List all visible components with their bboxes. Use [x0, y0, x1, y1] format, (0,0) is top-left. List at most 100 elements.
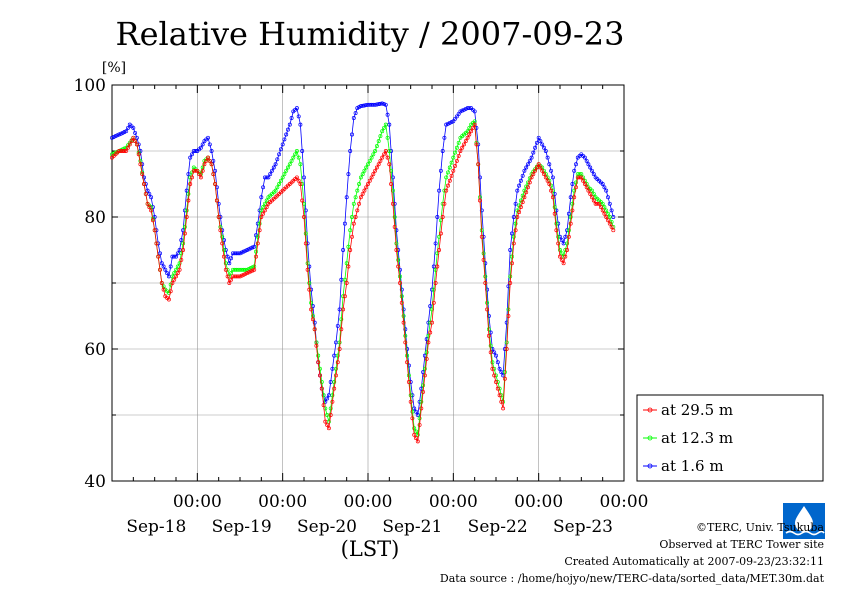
terc-logo — [783, 503, 825, 539]
data-point — [602, 211, 607, 216]
data-point — [182, 224, 187, 229]
legend-swatch-marker — [647, 463, 653, 469]
data-point — [358, 195, 363, 200]
data-point — [181, 241, 186, 246]
x-tick-date-label: Sep-23 — [553, 517, 613, 537]
data-point — [561, 261, 566, 266]
data-point — [145, 201, 150, 206]
data-point — [373, 149, 378, 153]
data-point — [581, 178, 586, 183]
data-point — [325, 396, 330, 401]
data-point — [170, 254, 175, 259]
data-point — [586, 188, 591, 193]
water-drop-icon — [795, 506, 813, 532]
data-point — [339, 277, 344, 282]
data-point — [547, 162, 552, 167]
data-point — [540, 168, 545, 173]
data-point — [225, 274, 230, 279]
data-point — [497, 366, 502, 371]
data-point — [408, 393, 413, 398]
data-point — [408, 399, 413, 404]
data-point — [186, 191, 191, 196]
data-point — [238, 251, 242, 256]
data-point — [261, 185, 266, 190]
data-point — [332, 380, 337, 384]
data-point — [510, 261, 514, 266]
data-point — [398, 274, 402, 279]
data-point — [374, 165, 379, 170]
data-point — [513, 201, 518, 206]
data-point — [510, 231, 514, 236]
data-point — [168, 289, 173, 294]
data-point — [369, 175, 374, 180]
data-point — [515, 188, 520, 193]
data-point — [378, 101, 383, 106]
data-point — [511, 234, 516, 239]
y-tick-label: 80 — [84, 208, 106, 228]
data-point — [449, 173, 454, 178]
data-point — [606, 211, 610, 216]
data-point — [300, 149, 305, 153]
data-source-text: Data source : /home/hojyo/new/TERC-data/… — [439, 572, 824, 585]
data-point — [277, 152, 282, 157]
data-point — [490, 360, 495, 365]
data-point — [234, 267, 239, 272]
data-point — [472, 109, 477, 114]
data-point — [166, 297, 171, 302]
data-point — [286, 127, 290, 132]
data-point — [243, 267, 248, 272]
data-point — [294, 175, 299, 180]
data-point — [302, 175, 306, 180]
data-point — [200, 142, 205, 147]
data-point — [382, 152, 386, 157]
data-point — [330, 399, 335, 404]
x-tick-date-label: Sep-20 — [297, 517, 357, 537]
data-point — [524, 165, 529, 170]
data-point — [460, 108, 465, 113]
data-point — [478, 198, 482, 203]
data-point — [588, 165, 593, 170]
data-point — [597, 201, 602, 206]
data-point — [310, 317, 315, 322]
data-point — [259, 195, 264, 200]
data-point — [595, 201, 600, 206]
data-point — [273, 162, 278, 167]
data-point — [529, 175, 534, 180]
data-point — [405, 360, 410, 365]
data-point — [175, 271, 180, 276]
data-point — [273, 188, 278, 193]
data-point — [556, 241, 561, 246]
data-point — [376, 139, 381, 144]
data-point — [495, 360, 500, 365]
data-point — [294, 149, 299, 153]
data-point — [134, 135, 139, 140]
data-point — [513, 221, 518, 226]
data-point — [156, 254, 161, 259]
data-point — [511, 241, 516, 246]
data-point — [373, 168, 378, 173]
data-point — [318, 373, 322, 378]
data-point — [446, 183, 450, 188]
data-point — [501, 406, 506, 411]
data-point — [229, 256, 234, 261]
data-point — [476, 162, 481, 167]
data-point — [389, 182, 394, 186]
data-point — [478, 175, 482, 180]
data-point — [303, 231, 308, 236]
data-point — [332, 386, 337, 391]
data-point — [604, 188, 609, 193]
data-point — [378, 134, 383, 139]
data-point — [302, 215, 306, 219]
data-point — [607, 221, 612, 226]
data-point — [344, 281, 349, 285]
data-point — [330, 366, 335, 371]
data-point — [568, 221, 573, 226]
data-point — [556, 234, 561, 239]
data-point — [158, 267, 162, 272]
data-point — [435, 215, 440, 219]
data-point — [266, 175, 271, 180]
data-point — [387, 162, 392, 167]
data-point — [543, 175, 548, 180]
data-point — [456, 153, 461, 158]
